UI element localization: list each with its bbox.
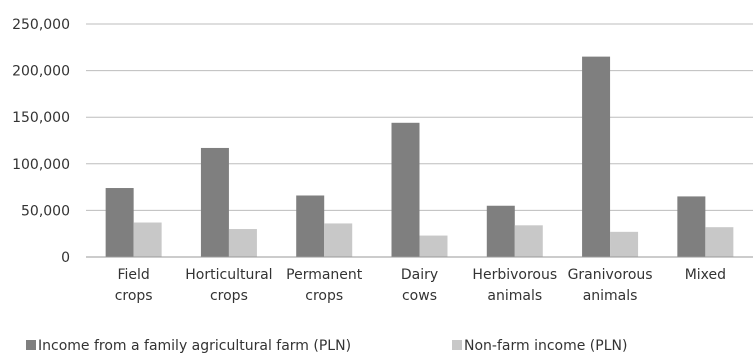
- y-axis-ticks: 0 50,000 100,000 150,000 200,000 250,000: [12, 17, 70, 266]
- x-category-label: Dairy: [401, 267, 438, 283]
- bar-non-farm-income: [324, 223, 353, 257]
- legend-swatch-non-farm-income: [452, 340, 462, 350]
- bars: [105, 56, 734, 258]
- y-tick-label: 200,000: [12, 64, 70, 80]
- y-tick-label: 100,000: [12, 157, 70, 173]
- x-category-label: Permanent: [286, 267, 363, 283]
- x-category-label: cows: [402, 288, 437, 304]
- x-category-label: Horticultural: [185, 267, 272, 283]
- bar-farm-income: [391, 122, 420, 258]
- x-axis-categories: Field crops Horticultural crops Permanent cro…: [115, 267, 726, 304]
- bar-non-farm-income: [514, 225, 543, 257]
- legend-label-farm-income: Income from a family agricultural farm (…: [38, 338, 351, 354]
- legend: Income from a family agricultural farm (…: [26, 338, 627, 354]
- y-tick-label: 150,000: [12, 110, 70, 126]
- legend-label-non-farm-income: Non-farm income (PLN): [464, 338, 627, 354]
- x-category-label: crops: [210, 288, 248, 304]
- bar-farm-income: [486, 205, 515, 257]
- y-tick-label: 250,000: [12, 17, 70, 33]
- x-category-label: Herbivorous: [472, 267, 557, 283]
- legend-swatch-farm-income: [26, 340, 36, 350]
- bar-non-farm-income: [610, 231, 639, 257]
- bar-non-farm-income: [133, 222, 162, 257]
- gridlines: [86, 23, 753, 211]
- bar-farm-income: [296, 195, 325, 257]
- x-category-label: animals: [487, 288, 542, 304]
- y-tick-label: 0: [61, 250, 70, 266]
- bar-non-farm-income: [705, 227, 734, 257]
- bar-farm-income: [105, 188, 134, 257]
- x-category-label: crops: [115, 288, 153, 304]
- y-tick-label: 50,000: [21, 203, 70, 219]
- bar-farm-income: [582, 56, 611, 258]
- bar-non-farm-income: [419, 235, 448, 257]
- x-category-label: animals: [583, 288, 638, 304]
- bar-farm-income: [200, 147, 229, 257]
- x-category-label: Mixed: [685, 267, 726, 283]
- x-category-label: Field: [117, 267, 149, 283]
- bar-farm-income: [677, 196, 706, 257]
- bar-non-farm-income: [228, 229, 257, 257]
- x-category-label: crops: [305, 288, 343, 304]
- x-category-label: Granivorous: [568, 267, 653, 283]
